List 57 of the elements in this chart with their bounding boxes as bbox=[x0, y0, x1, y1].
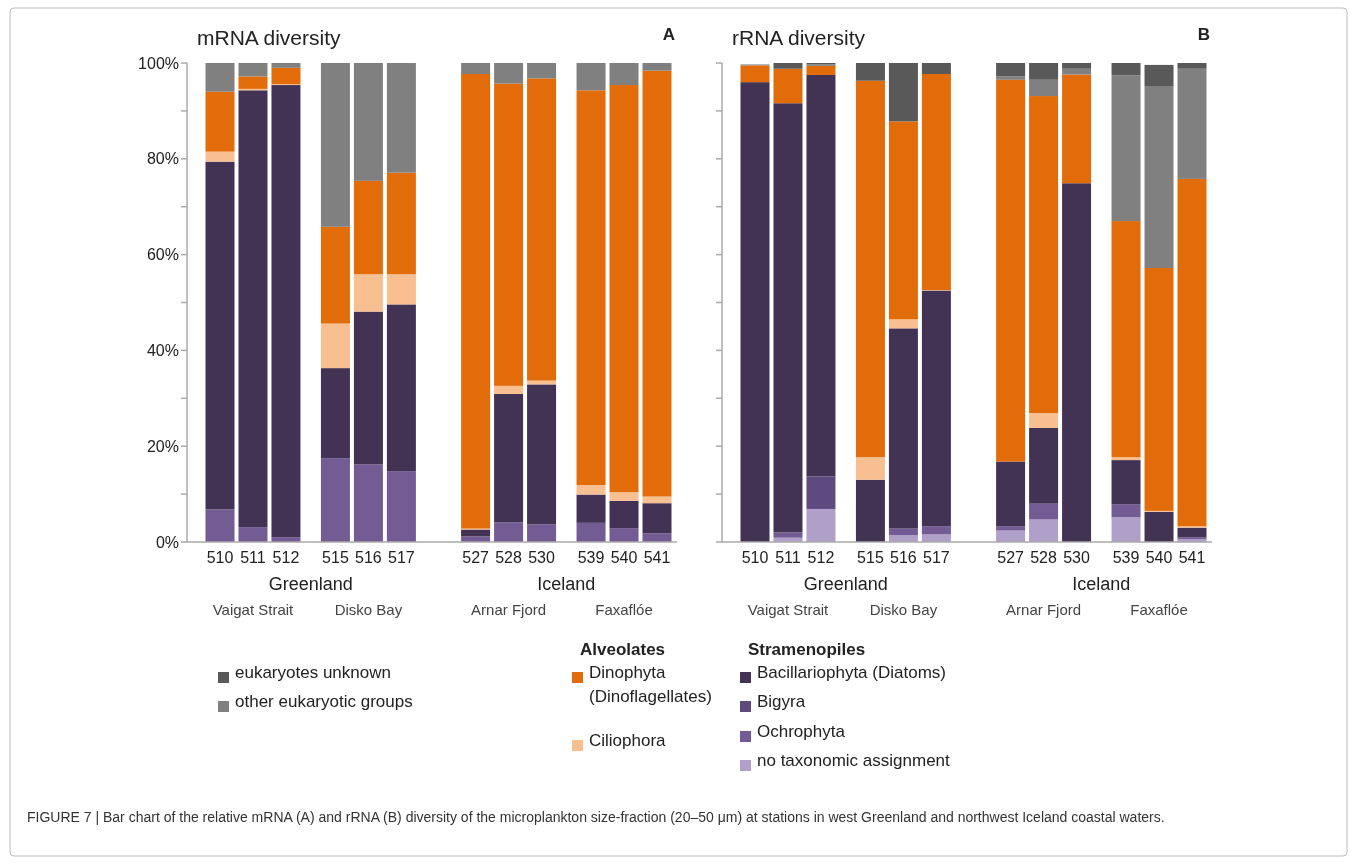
text: Stramenopiles bbox=[748, 640, 866, 659]
x-tick-label: 510 bbox=[206, 549, 234, 566]
x-tick-label: 527 bbox=[462, 549, 490, 566]
caption: FIGURE 7 | Bar chart of the relative mRNA (A) and rRNA (B) diversity of the microplankton size-fraction (20–50 μm) at stations in west Greenland and northwest Iceland coastal waters. bbox=[27, 809, 1165, 825]
x-tick-label: 530 bbox=[528, 549, 556, 566]
x-tick-label: 539 bbox=[577, 549, 605, 566]
x-tick-label: 511 bbox=[240, 549, 266, 566]
x-tick-label: 517 bbox=[388, 549, 415, 566]
legend-label: Ciliophora bbox=[589, 731, 667, 750]
x-tick-label: 530 bbox=[1063, 549, 1091, 566]
text: Disko Bay bbox=[334, 601, 403, 618]
text: Faxaflóe bbox=[1130, 601, 1188, 618]
x-tick-label: 541 bbox=[1178, 549, 1206, 566]
x-tick-label: 515 bbox=[322, 549, 349, 566]
chart-title: mRNA diversity bbox=[197, 26, 342, 49]
text: Greenland bbox=[268, 574, 353, 594]
y-tick-label: 0% bbox=[155, 533, 179, 551]
x-tick-label: 512 bbox=[807, 549, 835, 566]
x-tick-label: 511 bbox=[775, 549, 801, 566]
y-tick-label: 40% bbox=[146, 342, 179, 359]
legend-label: Bacillariophyta (Diatoms) bbox=[757, 663, 946, 682]
legend-label: Bigyra bbox=[757, 692, 806, 711]
legend-label: eukaryotes unknown bbox=[235, 663, 391, 682]
text: Arnar Fjord bbox=[471, 601, 547, 618]
text: Vaigat Strait bbox=[212, 601, 295, 618]
y-tick-label: 20% bbox=[146, 437, 179, 455]
text: B bbox=[1197, 25, 1210, 44]
x-tick-label: 517 bbox=[923, 549, 950, 566]
x-tick-label: 510 bbox=[741, 549, 769, 566]
x-tick-label: 528 bbox=[1030, 549, 1058, 566]
chart-title: rRNA diversity bbox=[732, 26, 866, 49]
legend-label: no taxonomic assignment bbox=[757, 751, 951, 770]
text: Alveolates bbox=[580, 640, 666, 659]
y-tick-label: 60% bbox=[146, 246, 179, 264]
y-tick-label: 80% bbox=[146, 150, 179, 168]
legend-label: Dinophyta (Dinoflagellates) bbox=[589, 663, 712, 706]
text: Disko Bay bbox=[869, 601, 938, 618]
x-tick-label: 516 bbox=[355, 549, 382, 566]
text: Iceland bbox=[1072, 574, 1131, 594]
x-tick-label: 527 bbox=[997, 549, 1025, 566]
x-tick-label: 540 bbox=[1145, 549, 1173, 566]
x-tick-label: 512 bbox=[272, 549, 300, 566]
text: Arnar Fjord bbox=[1006, 601, 1082, 618]
text: Vaigat Strait bbox=[747, 601, 830, 618]
text: Greenland bbox=[803, 574, 888, 594]
x-tick-label: 541 bbox=[643, 549, 671, 566]
x-tick-label: 540 bbox=[610, 549, 638, 566]
legend-label: other eukaryotic groups bbox=[235, 692, 413, 711]
x-tick-label: 516 bbox=[890, 549, 917, 566]
legend-label: Ochrophyta bbox=[757, 722, 846, 741]
text: A bbox=[662, 25, 675, 44]
x-tick-label: 539 bbox=[1112, 549, 1140, 566]
x-tick-label: 515 bbox=[857, 549, 884, 566]
y-tick-label: 100% bbox=[138, 54, 179, 72]
text: Faxaflóe bbox=[595, 601, 653, 618]
text: Iceland bbox=[537, 574, 596, 594]
x-tick-label: 528 bbox=[495, 549, 523, 566]
